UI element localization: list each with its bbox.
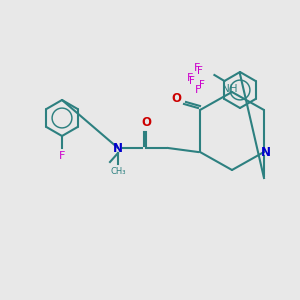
Text: F: F (187, 73, 194, 83)
Text: F: F (190, 76, 195, 86)
Text: N: N (261, 146, 271, 158)
Text: N: N (113, 142, 123, 154)
Text: F: F (59, 151, 65, 161)
Text: F: F (194, 63, 201, 73)
Text: F: F (200, 80, 205, 90)
Text: O: O (141, 116, 151, 128)
Text: CH₃: CH₃ (110, 167, 126, 176)
Text: F: F (197, 66, 203, 76)
Text: F: F (195, 85, 202, 95)
Text: NH: NH (222, 84, 238, 94)
Text: O: O (171, 92, 181, 104)
